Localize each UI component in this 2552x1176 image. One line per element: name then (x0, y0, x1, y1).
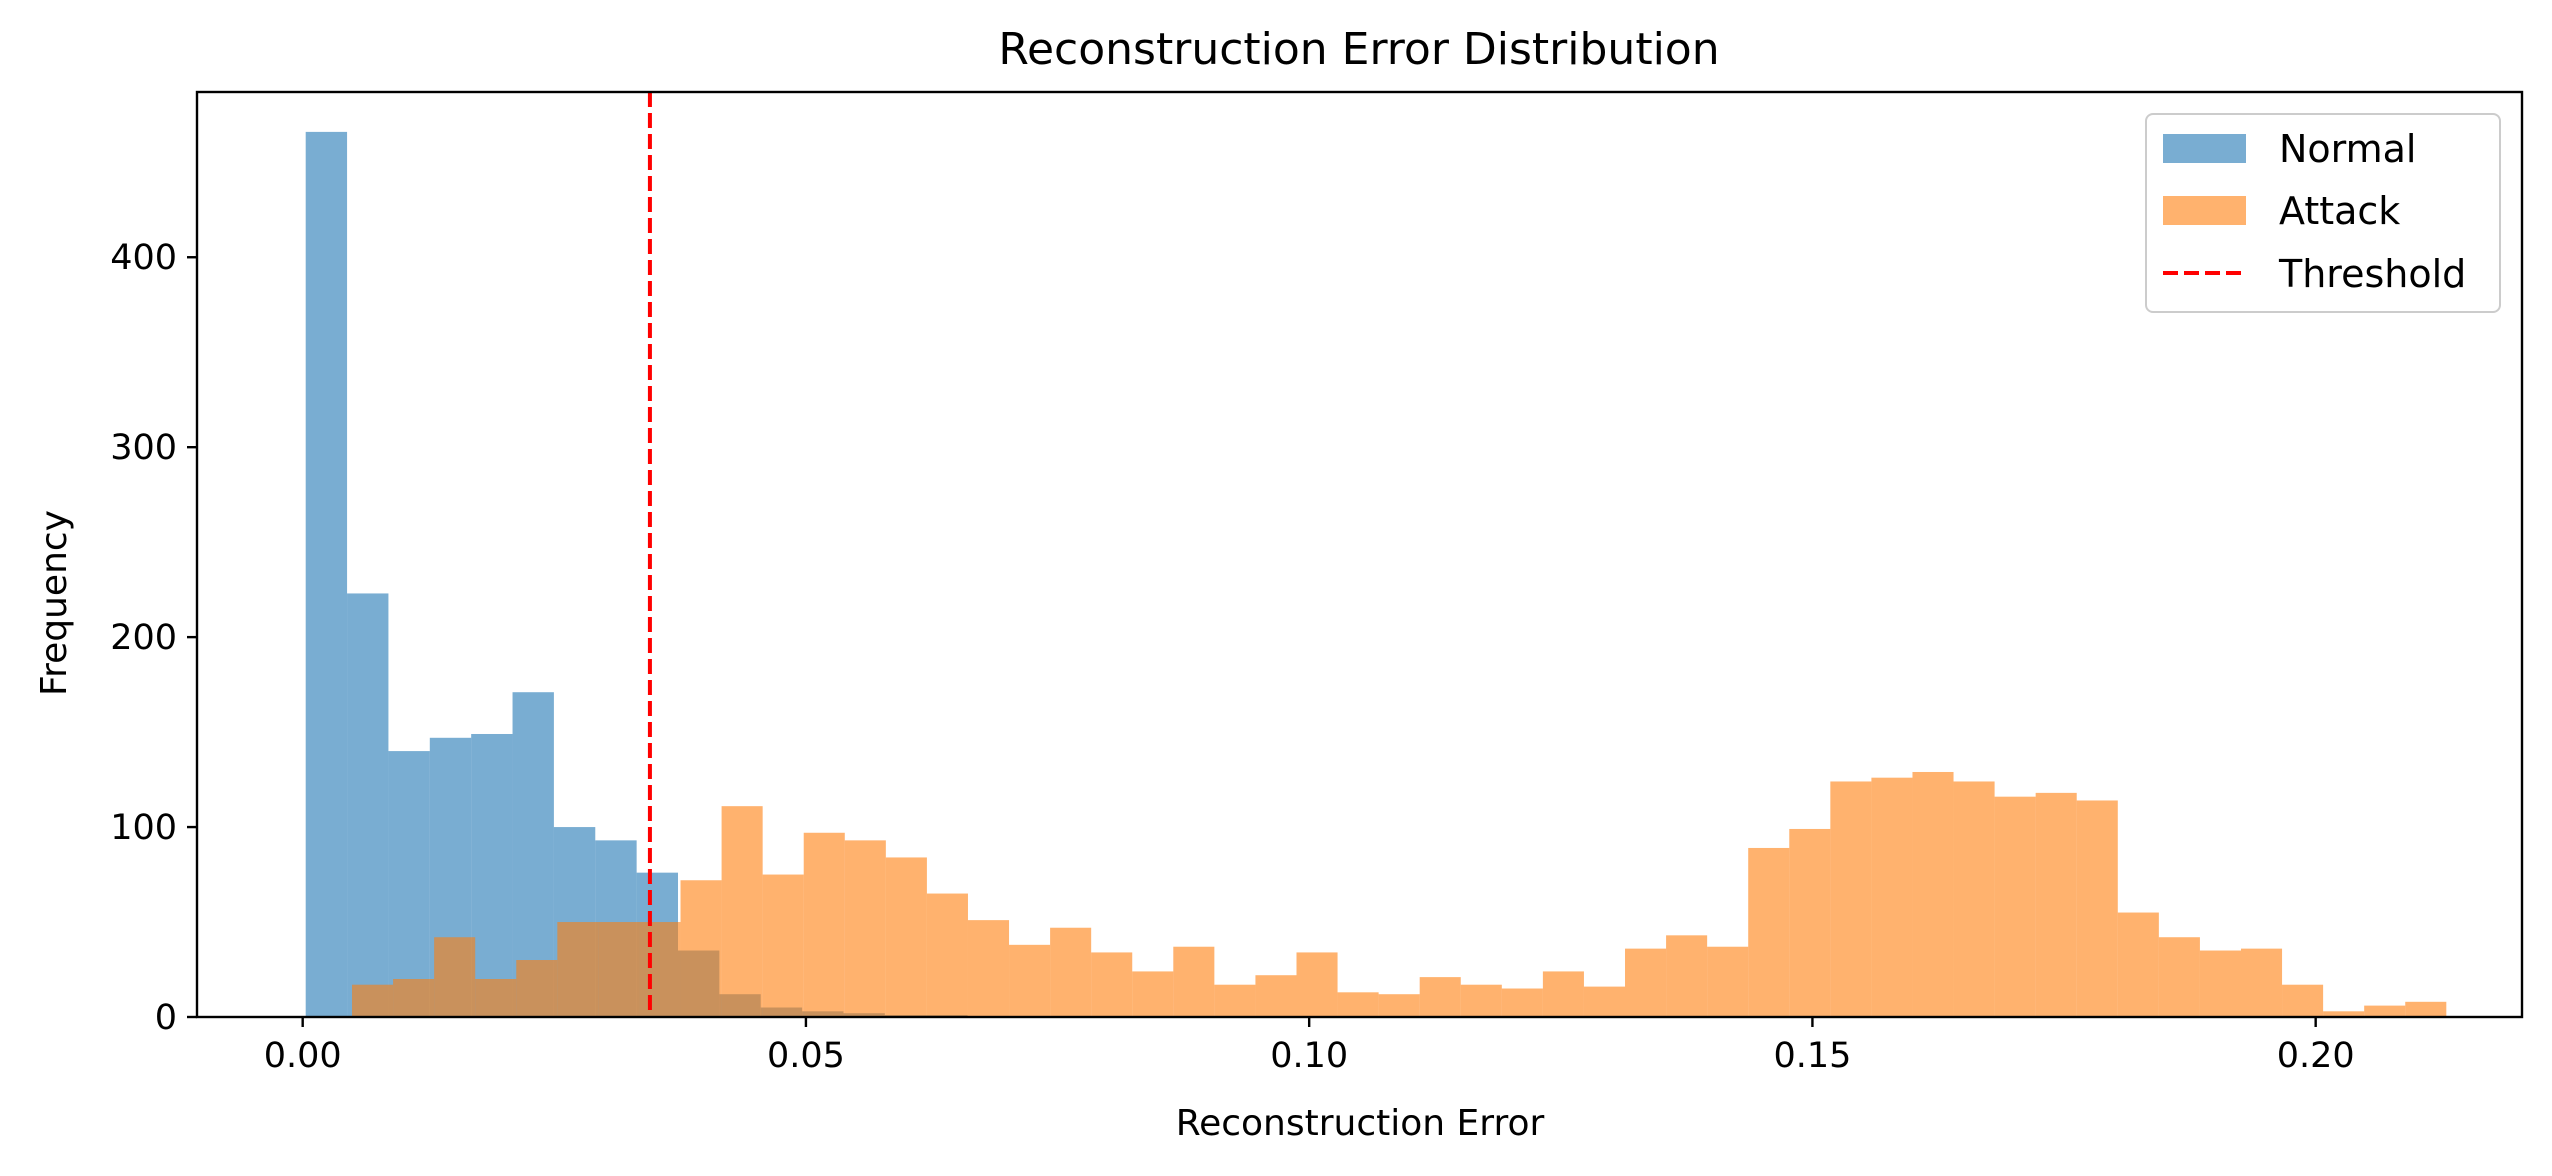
attack-bar-13 (885, 857, 927, 1017)
attack-bar-9 (721, 806, 763, 1017)
attack-bar-30 (1583, 986, 1626, 1017)
y-tick-label-0: 0 (155, 998, 177, 1038)
attack-bar-37 (1871, 777, 1913, 1017)
y-tick-label-2: 200 (110, 618, 177, 658)
legend-box (2145, 113, 2501, 313)
attack-bar-20 (1173, 946, 1215, 1017)
attack-bar-46 (2240, 948, 2283, 1017)
x-tick-label-4: 0.20 (2277, 1036, 2355, 1076)
attack-bar-12 (844, 840, 886, 1017)
attack-bar-16 (1009, 944, 1051, 1017)
attack-bar-24 (1337, 992, 1379, 1017)
attack-bar-10 (762, 874, 804, 1017)
attack-bar-1 (393, 979, 435, 1017)
attack-bar-25 (1378, 994, 1420, 1017)
x-axis-label: Reconstruction Error (1176, 1103, 1545, 1144)
y-tick-label-3: 300 (110, 428, 177, 468)
attack-bar-28 (1501, 988, 1543, 1017)
attack-bar-33 (1707, 946, 1749, 1017)
attack-bar-29 (1542, 971, 1584, 1017)
plot-area (195, 90, 2524, 1019)
attack-bar-6 (598, 922, 640, 1017)
attack-bar-42 (2076, 800, 2118, 1017)
attack-series-bars (352, 771, 2447, 1017)
attack-bar-26 (1419, 977, 1461, 1017)
attack-bar-23 (1296, 952, 1338, 1017)
x-tick-label-1: 0.05 (767, 1036, 845, 1076)
attack-bar-35 (1789, 828, 1831, 1017)
attack-bar-38 (1912, 771, 1954, 1017)
attack-bar-2 (434, 937, 476, 1017)
y-tick-label-4: 400 (110, 238, 177, 278)
attack-bar-27 (1460, 984, 1502, 1017)
normal-bar-2 (388, 751, 430, 1017)
attack-bar-17 (1050, 927, 1092, 1017)
x-tick-label-2: 0.10 (1270, 1036, 1348, 1076)
attack-bar-18 (1091, 952, 1133, 1017)
attack-bar-34 (1748, 847, 1790, 1017)
legend-swatch-normal (2163, 134, 2246, 163)
legend-label-normal: Normal (2279, 127, 2417, 171)
attack-bar-19 (1132, 971, 1174, 1017)
attack-bar-48 (2323, 1011, 2365, 1017)
attack-bar-45 (2199, 950, 2241, 1017)
plot-frame (195, 90, 2524, 1019)
x-axis-ticks: 0.00 0.05 0.10 0.15 0.20 (264, 1017, 2355, 1076)
normal-bar-1 (347, 593, 389, 1017)
y-tick-label-1: 100 (110, 808, 177, 848)
attack-bar-39 (1953, 781, 1995, 1017)
attack-bar-22 (1255, 975, 1297, 1017)
attack-bar-3 (475, 979, 517, 1017)
attack-bar-7 (639, 922, 681, 1017)
normal-bar-0 (305, 131, 348, 1017)
attack-bar-50 (2405, 1001, 2447, 1017)
normal-bar-4 (471, 733, 513, 1017)
attack-bar-40 (1994, 796, 2036, 1017)
attack-bar-44 (2158, 937, 2200, 1017)
attack-bar-21 (1214, 984, 1256, 1017)
y-axis-ticks: 0 100 200 300 400 (110, 238, 197, 1038)
chart-legend: Normal Attack Threshold (2145, 113, 2501, 313)
x-tick-label-0: 0.00 (264, 1036, 342, 1076)
y-axis-label: Frequency (34, 510, 75, 696)
attack-bar-31 (1625, 948, 1667, 1017)
legend-label-threshold: Threshold (2278, 252, 2466, 296)
attack-bar-14 (926, 893, 968, 1017)
legend-swatch-attack (2163, 196, 2246, 225)
attack-bar-5 (557, 922, 599, 1017)
attack-bar-43 (2117, 912, 2159, 1017)
attack-bar-36 (1830, 781, 1872, 1017)
x-tick-label-3: 0.15 (1773, 1036, 1851, 1076)
attack-bar-11 (803, 832, 845, 1017)
attack-bar-15 (967, 920, 1010, 1017)
attack-bar-32 (1666, 935, 1708, 1017)
attack-bar-4 (516, 960, 558, 1017)
attack-bar-47 (2282, 984, 2324, 1017)
attack-bar-49 (2364, 1005, 2406, 1017)
attack-bar-41 (2035, 792, 2077, 1017)
chart-title: Reconstruction Error Distribution (998, 24, 1719, 75)
attack-bar-8 (680, 880, 722, 1017)
legend-label-attack: Attack (2279, 189, 2400, 233)
attack-bar-0 (352, 984, 394, 1017)
